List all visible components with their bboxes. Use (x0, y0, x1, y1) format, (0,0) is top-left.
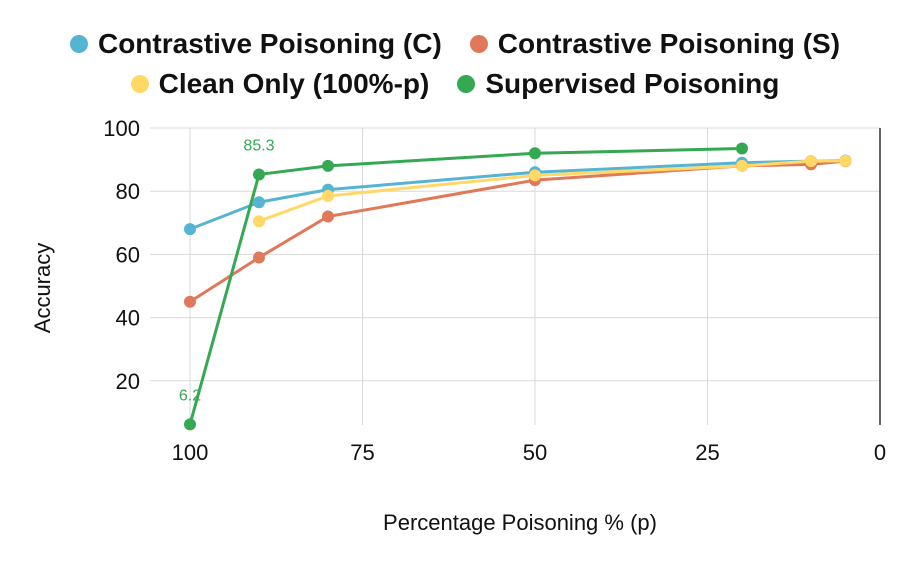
legend-label-contrastive-c: Contrastive Poisoning (C) (97, 28, 442, 59)
y-tick-label: 80 (116, 179, 140, 204)
series-line-3 (188, 147, 743, 425)
data-point[interactable] (322, 159, 334, 172)
data-point[interactable] (322, 189, 334, 202)
data-point[interactable] (184, 418, 196, 431)
legend-label-contrastive-s: Contrastive Poisoning (S) (497, 28, 841, 59)
x-tick-label: 50 (523, 440, 547, 465)
data-point[interactable] (253, 251, 265, 264)
x-tick-label: 25 (695, 440, 719, 465)
legend-item-contrastive-s[interactable]: Contrastive Poisoning (S) (469, 24, 841, 64)
data-point[interactable] (322, 210, 334, 223)
y-tick-label: 20 (116, 369, 140, 394)
data-point[interactable] (805, 155, 817, 168)
data-point[interactable] (736, 159, 748, 172)
series-line-1 (189, 159, 846, 304)
data-label: 6.2 (179, 387, 201, 404)
data-point[interactable] (253, 215, 265, 228)
legend-row-1: Contrastive Poisoning (C) Contrastive Po… (0, 24, 910, 64)
y-tick-label: 40 (116, 306, 140, 331)
legend: Contrastive Poisoning (C) Contrastive Po… (0, 24, 910, 104)
axes: 100 80 60 40 20 100 75 50 25 0 (103, 116, 886, 465)
legend-item-clean-only[interactable]: Clean Only (100%-p) (130, 64, 430, 104)
x-tick-label: 0 (874, 440, 886, 465)
y-axis-title: Accuracy (30, 243, 55, 333)
y-tick-label: 100 (103, 116, 140, 141)
data-point[interactable] (253, 196, 265, 209)
legend-item-supervised[interactable]: Supervised Poisoning (457, 64, 779, 104)
legend-label-supervised: Supervised Poisoning (485, 68, 780, 99)
gridlines (150, 127, 881, 425)
y-tick-label: 60 (116, 242, 140, 267)
data-point[interactable] (529, 147, 541, 160)
x-tick-label: 100 (172, 440, 209, 465)
data-label: 85.3 (243, 137, 274, 154)
legend-item-contrastive-c[interactable]: Contrastive Poisoning (C) (69, 24, 442, 64)
data-labels: 6.2 85.3 (179, 137, 275, 404)
data-point[interactable] (529, 169, 541, 182)
series-layer (184, 142, 852, 431)
data-point[interactable] (839, 154, 852, 167)
data-point[interactable] (253, 168, 265, 181)
legend-swatch-clean-only (130, 75, 149, 93)
legend-swatch-contrastive-c (69, 35, 88, 53)
legend-row-2: Clean Only (100%-p) Supervised Poisoning (0, 64, 910, 104)
legend-swatch-supervised (457, 75, 476, 93)
legend-swatch-contrastive-s (469, 35, 488, 53)
data-point[interactable] (736, 142, 748, 155)
x-axis-title: Percentage Poisoning % (p) (383, 510, 657, 535)
data-point[interactable] (184, 295, 196, 308)
data-point[interactable] (184, 223, 196, 236)
x-tick-label: 75 (350, 440, 374, 465)
legend-label-clean-only: Clean Only (100%-p) (158, 68, 430, 99)
